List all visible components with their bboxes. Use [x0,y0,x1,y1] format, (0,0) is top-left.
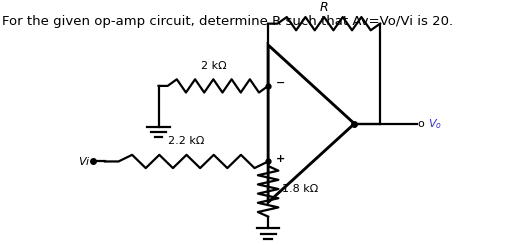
Text: 2 kΩ: 2 kΩ [200,61,226,71]
Text: +: + [276,154,285,164]
Text: o: o [418,119,424,129]
Text: $Vi$: $Vi$ [78,156,91,168]
Text: For the given op-amp circuit, determine R such that Av=Vo/Vi is 20.: For the given op-amp circuit, determine … [3,15,453,28]
Text: R: R [320,1,328,14]
Text: $V_o$: $V_o$ [428,117,442,131]
Text: −: − [276,78,285,88]
Text: 1.8 kΩ: 1.8 kΩ [282,184,319,194]
Text: 2.2 kΩ: 2.2 kΩ [168,136,205,146]
